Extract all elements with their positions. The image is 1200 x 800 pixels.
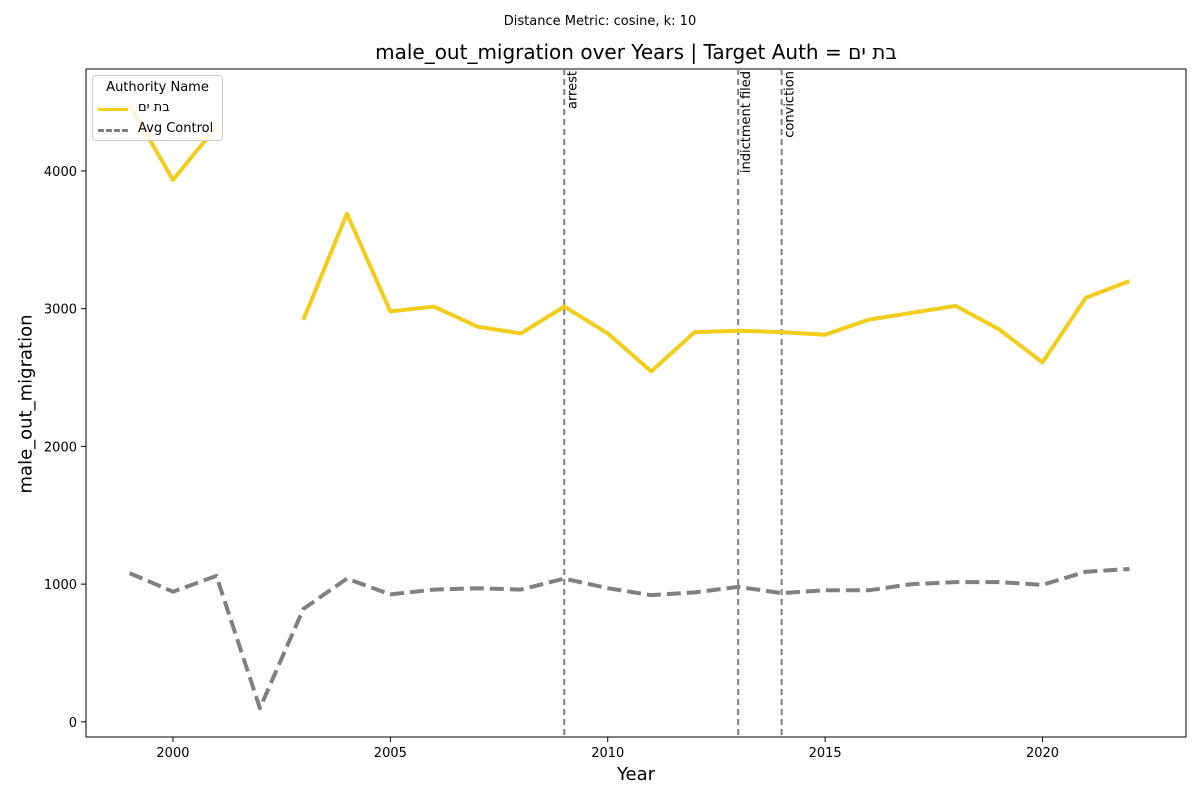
legend-title: Authority Name — [106, 80, 209, 95]
y-tick-label-0: 0 — [69, 716, 77, 731]
legend-label-control: Avg Control — [138, 121, 214, 136]
y-tick-label-2000: 2000 — [44, 440, 77, 455]
series-0-line-1 — [301, 211, 1131, 374]
series-1-line-0 — [128, 567, 1130, 711]
x-tick-label-2015: 2015 — [809, 746, 842, 761]
event-markers: arrest indictment filed conviction — [563, 69, 798, 737]
chart-suptitle: Distance Metric: cosine, k: 10 — [503, 14, 697, 29]
legend-label-target: בת ים — [138, 100, 170, 115]
plot-frame — [85, 68, 1187, 738]
y-tick-label-1000: 1000 — [44, 578, 77, 593]
event-label-1: indictment filed — [739, 71, 754, 173]
legend: Authority Name בת ים Avg Control — [92, 75, 223, 141]
axes-ticks: 2000 2005 2010 2015 2020 0 1000 2000 3000 4000 — [44, 165, 1059, 761]
x-axis-label: Year — [616, 764, 656, 785]
x-tick-label-2010: 2010 — [591, 746, 624, 761]
x-tick-label-2000: 2000 — [156, 746, 189, 761]
x-tick-label-2020: 2020 — [1026, 746, 1059, 761]
legend-swatch-target — [98, 108, 128, 111]
chart-title: male_out_migration over Years | Target A… — [375, 40, 897, 64]
event-label-0: arrest — [565, 71, 580, 109]
event-label-2: conviction — [783, 71, 798, 138]
legend-swatch-control — [98, 129, 128, 132]
x-tick-label-2005: 2005 — [374, 746, 407, 761]
y-tick-label-4000: 4000 — [44, 165, 77, 180]
y-tick-label-3000: 3000 — [44, 303, 77, 318]
series-lines — [127, 103, 1131, 711]
y-axis-label: male_out_migration — [15, 314, 37, 494]
